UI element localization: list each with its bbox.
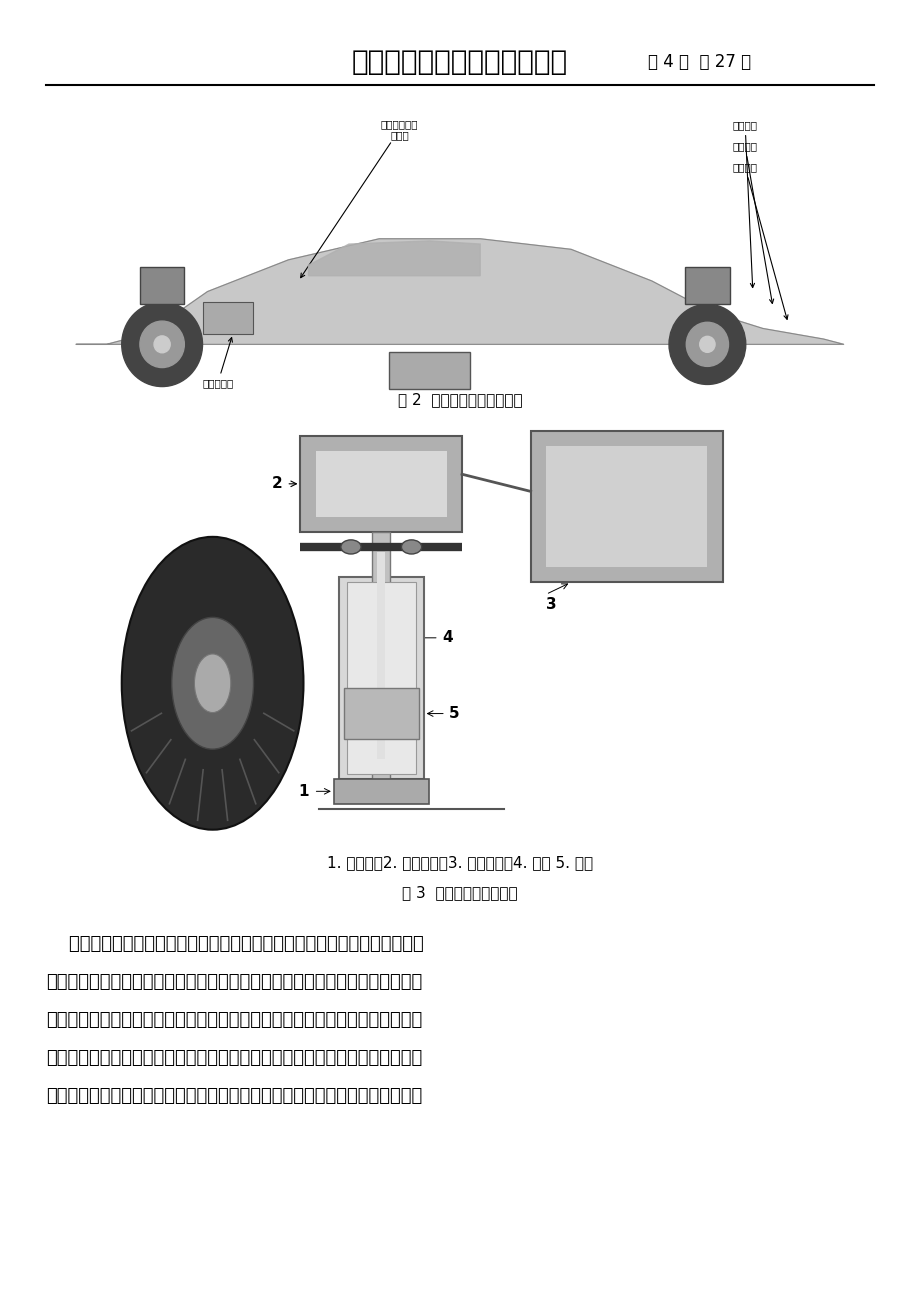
- Text: 通常，半主动悬架是指悬架弹性元件的刚度和减振器的阻尼系数之一可以根: 通常，半主动悬架是指悬架弹性元件的刚度和减振器的阻尼系数之一可以根: [46, 935, 424, 953]
- FancyBboxPatch shape: [301, 436, 461, 531]
- FancyBboxPatch shape: [372, 531, 390, 779]
- Ellipse shape: [121, 536, 303, 829]
- Text: 1. 节流孔；2. 步进电机；3. 微处理器；4. 阀杆 5. 阀门: 1. 节流孔；2. 步进电机；3. 微处理器；4. 阀杆 5. 阀门: [326, 855, 593, 871]
- FancyBboxPatch shape: [334, 779, 428, 805]
- FancyBboxPatch shape: [338, 577, 423, 779]
- Text: 制动开关: 制动开关: [732, 163, 788, 319]
- Text: 转向角度: 转向角度: [732, 120, 757, 288]
- Text: 图 2  半主动悬架系统结构图: 图 2 半主动悬架系统结构图: [397, 392, 522, 408]
- Text: 图 3  半主动悬架系统简图: 图 3 半主动悬架系统简图: [402, 885, 517, 901]
- Text: 4: 4: [441, 630, 452, 646]
- Circle shape: [121, 302, 202, 387]
- Text: 位置传感器: 位置传感器: [202, 337, 233, 388]
- FancyBboxPatch shape: [377, 552, 385, 759]
- Text: 2: 2: [271, 477, 282, 491]
- Text: 压缸来实现，会增加系统的复杂性，也需要吸收或向系统注入能量。因此，目前: 压缸来实现，会增加系统的复杂性，也需要吸收或向系统注入能量。因此，目前: [46, 1010, 422, 1029]
- Polygon shape: [76, 238, 843, 344]
- FancyBboxPatch shape: [530, 431, 721, 582]
- Text: 5: 5: [448, 706, 459, 721]
- Text: 汽车速度: 汽车速度: [732, 141, 773, 303]
- Text: 据需要进行调节控制的悬架。但是由于改变弹性元件的刚度往往需要采用串联液: 据需要进行调节控制的悬架。但是由于改变弹性元件的刚度往往需要采用串联液: [46, 973, 422, 991]
- FancyBboxPatch shape: [202, 302, 253, 333]
- Polygon shape: [308, 241, 480, 276]
- Circle shape: [699, 336, 714, 353]
- FancyBboxPatch shape: [140, 267, 184, 305]
- FancyBboxPatch shape: [315, 450, 447, 517]
- Text: 控制器: 控制器: [420, 355, 438, 388]
- Text: 第 4 页  共 27 页: 第 4 页 共 27 页: [647, 53, 750, 72]
- Text: 本科毕业设计说明书（论文）: 本科毕业设计说明书（论文）: [352, 48, 567, 76]
- Text: 3: 3: [545, 598, 556, 612]
- Text: 连续变化实时
阻尼器: 连续变化实时 阻尼器: [301, 118, 418, 277]
- Text: 即将阻尼可调减振器作为执行机构，通过传感器检测到汽车行驶状况和道路条件: 即将阻尼可调减振器作为执行机构，通过传感器检测到汽车行驶状况和道路条件: [46, 1087, 422, 1105]
- Text: 对变刚度的半主动悬架研究很少，研究主要集中在调节减振器的阻尼系数方面，: 对变刚度的半主动悬架研究很少，研究主要集中在调节减振器的阻尼系数方面，: [46, 1049, 422, 1068]
- FancyBboxPatch shape: [545, 447, 707, 568]
- Ellipse shape: [401, 540, 421, 555]
- Ellipse shape: [340, 540, 360, 555]
- FancyBboxPatch shape: [389, 352, 470, 389]
- Circle shape: [140, 322, 184, 367]
- FancyBboxPatch shape: [685, 267, 729, 305]
- FancyBboxPatch shape: [344, 689, 418, 738]
- Circle shape: [153, 336, 170, 353]
- FancyBboxPatch shape: [346, 582, 415, 775]
- Ellipse shape: [194, 654, 231, 712]
- Text: 1: 1: [298, 784, 308, 799]
- Circle shape: [686, 323, 728, 366]
- Circle shape: [668, 305, 745, 384]
- Ellipse shape: [172, 617, 254, 749]
